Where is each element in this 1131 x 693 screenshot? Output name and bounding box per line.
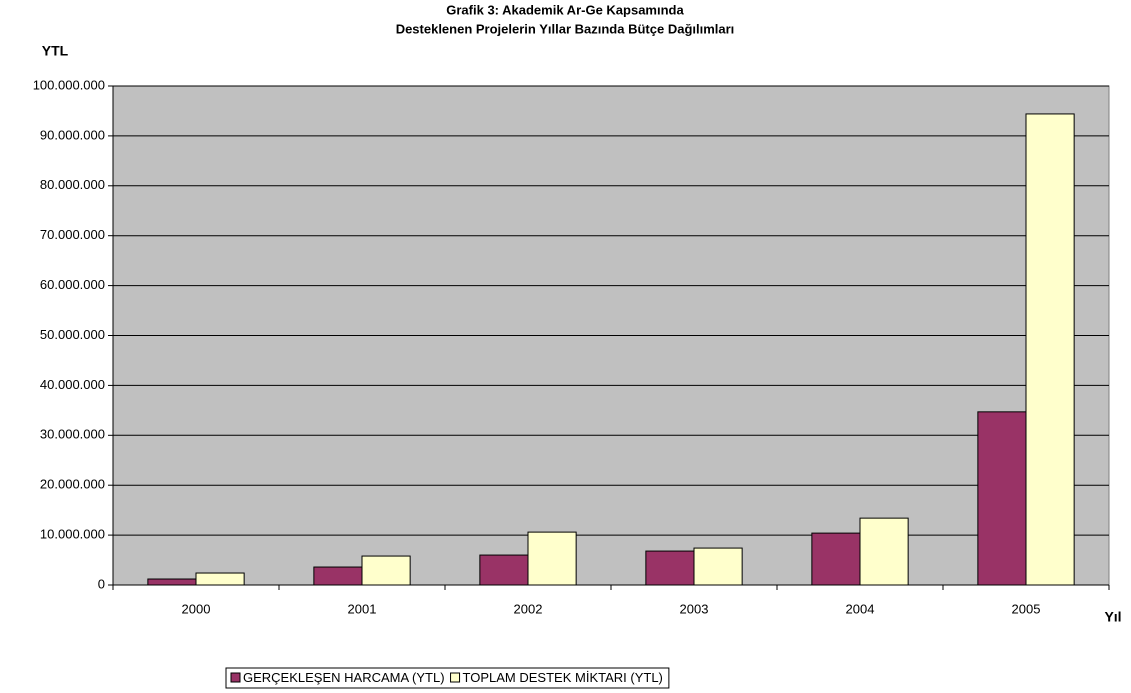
y-tick-label: 60.000.000 (40, 277, 105, 292)
bar (527, 531, 577, 586)
legend-swatch (230, 672, 241, 683)
x-tick-label: 2001 (348, 601, 377, 616)
x-tick-label: 2005 (1012, 601, 1041, 616)
y-tick-label: 20.000.000 (40, 477, 105, 492)
chart-title: Desteklenen Projelerin Yıllar Bazında Bü… (396, 21, 735, 36)
legend-label: GERÇEKLEŞEN HARCAMA (YTL) (243, 670, 445, 685)
x-tick-label: 2003 (680, 601, 709, 616)
y-tick-label: 30.000.000 (40, 427, 105, 442)
x-tick-label: 2004 (846, 601, 875, 616)
y-tick-label: 40.000.000 (40, 377, 105, 392)
y-tick-label: 80.000.000 (40, 177, 105, 192)
legend-swatch (450, 672, 461, 683)
y-tick-label: 0 (98, 576, 105, 591)
bar (693, 547, 743, 586)
y-tick-label: 10.000.000 (40, 527, 105, 542)
y-tick-label: 70.000.000 (40, 227, 105, 242)
y-axis-label: YTL (42, 43, 69, 59)
bar (195, 572, 245, 586)
y-tick-label: 90.000.000 (40, 127, 105, 142)
bar (479, 554, 529, 586)
x-tick-label: 2000 (182, 601, 211, 616)
bar (811, 532, 861, 586)
bar (361, 555, 411, 586)
x-axis-label: Yıl (1104, 609, 1121, 625)
x-tick-label: 2002 (514, 601, 543, 616)
legend-label: TOPLAM DESTEK MİKTARI (YTL) (463, 670, 663, 685)
bar (859, 517, 909, 586)
legend (225, 667, 670, 689)
y-tick-label: 100.000.000 (33, 77, 105, 92)
bar (313, 566, 363, 586)
bar (645, 550, 695, 586)
y-tick-label: 50.000.000 (40, 327, 105, 342)
bar (1025, 113, 1075, 586)
bar (147, 578, 197, 586)
chart-title: Grafik 3: Akademik Ar-Ge Kapsamında (446, 2, 684, 17)
bar (977, 411, 1027, 586)
